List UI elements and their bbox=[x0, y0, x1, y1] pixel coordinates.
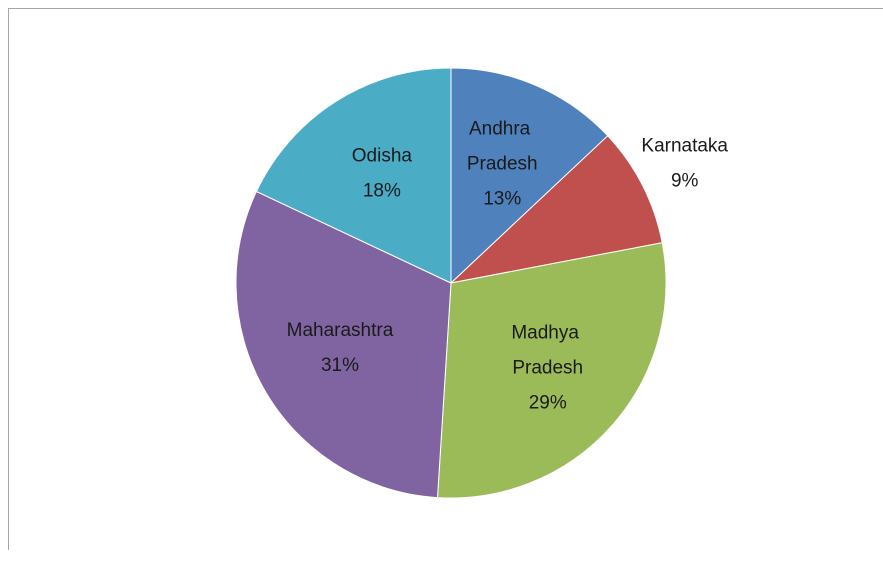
pie-slice bbox=[449, 135, 663, 284]
value-label: 18% bbox=[363, 181, 401, 202]
slice-label: Madhya Pradesh bbox=[511, 322, 584, 378]
value-label: 13% bbox=[483, 189, 521, 210]
pie-slice bbox=[235, 190, 452, 499]
chart-frame bbox=[8, 8, 883, 550]
pie-slice bbox=[436, 242, 667, 499]
pie-slice bbox=[255, 67, 452, 284]
slice-label: Odisha bbox=[352, 146, 413, 167]
slice-label: Maharashtra bbox=[287, 320, 394, 341]
slice-label: Andhra Pradesh bbox=[467, 119, 538, 175]
value-label: 9% bbox=[671, 170, 699, 191]
slice-label: Karnataka bbox=[641, 135, 728, 156]
value-label: 29% bbox=[529, 392, 567, 413]
value-label: 31% bbox=[321, 355, 359, 376]
pie-slice bbox=[450, 67, 609, 285]
